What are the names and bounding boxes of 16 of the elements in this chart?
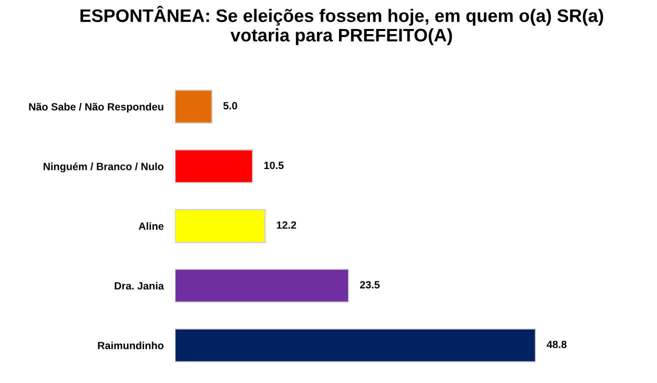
data-label: 23.5 <box>360 281 380 288</box>
data-label: 12.2 <box>276 221 296 229</box>
y-tick-label: Aline <box>138 222 164 230</box>
y-tick-label: Ninguém / Branco / Nulo <box>44 162 164 172</box>
y-tick-label: Dra. Jania <box>114 282 164 290</box>
bar <box>175 149 254 184</box>
data-label: 48.8 <box>546 340 567 348</box>
bar <box>175 209 266 243</box>
bar <box>175 328 536 362</box>
chart-title: ESPONTÂNEA: Se eleições fossem hoje, em quem o(a) SR(a) votaria para PREFEITO(A) <box>80 6 604 46</box>
y-tick-label: Raimundinho <box>98 342 164 350</box>
bar <box>175 268 350 303</box>
bar <box>175 90 212 124</box>
data-label: 5.0 <box>223 102 238 110</box>
y-tick-label: Não Sabe / Não Respondeu <box>29 102 164 113</box>
data-label: 10.5 <box>264 162 284 170</box>
